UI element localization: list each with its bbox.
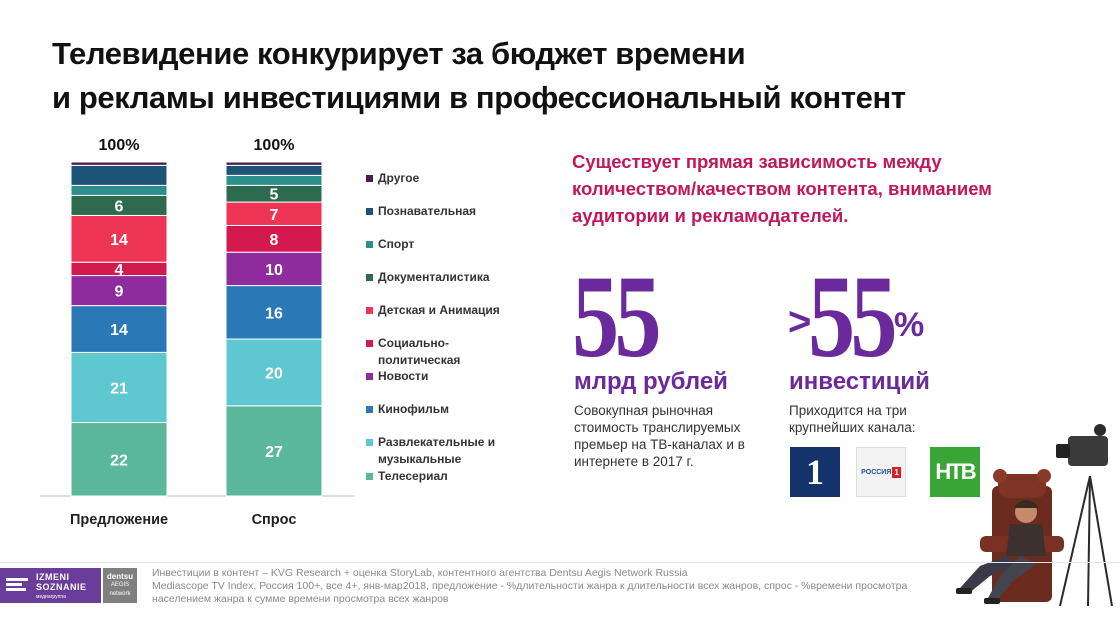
legend-label: Кинофильм [378, 402, 450, 416]
izmeni-soznanie-logo: IZMENI SOZNANIE медиагруппа [0, 568, 101, 603]
legend-label: Другое [378, 171, 420, 185]
legend-item: Спорт [366, 236, 546, 253]
bar-segment [225, 174, 323, 186]
legend-swatch [366, 307, 373, 314]
footnote-line-1: Инвестиции в контент – KVG Research + оц… [152, 567, 688, 579]
bar-value-label: 14 [110, 232, 128, 249]
bar-value-label: 10 [265, 262, 283, 279]
page-title: Телевидение конкурирует за бюджет времен… [52, 32, 1012, 120]
legend-item: Телесериал [366, 468, 546, 485]
category-label: Предложение [70, 512, 168, 528]
legend-label: Детская и Анимация [378, 303, 500, 317]
stat2-number: 55 [808, 251, 898, 382]
footnote-line-2: Mediascope TV Index, Россия 100+, все 4+… [152, 580, 908, 605]
channel-one-logo: 1 [790, 447, 840, 497]
bar-segment [70, 351, 168, 424]
bar-value-label: 14 [110, 322, 128, 339]
legend-item: Другое [366, 170, 546, 187]
legend-swatch [366, 175, 373, 182]
dentsu-line-1: dentsu [106, 572, 134, 581]
bar-segment [70, 214, 168, 263]
channel-one-glyph: 1 [806, 452, 824, 492]
legend-label: Развлекательные и музыкальные [378, 435, 496, 466]
bar-segment [225, 338, 323, 407]
legend-swatch [366, 274, 373, 281]
bar-segment [225, 285, 323, 340]
dentsu-aegis-logo: dentsu AEGIS network [103, 568, 137, 603]
legend-swatch [366, 241, 373, 248]
legend-item: Познавательная [366, 203, 546, 220]
category-label: Спрос [252, 512, 297, 528]
seated-man-with-camera-illustration [956, 424, 1113, 606]
legend-label: Новости [378, 369, 429, 383]
bar-total-label: 100% [254, 137, 295, 154]
legend-item: Новости [366, 368, 546, 385]
bar-segment [70, 161, 168, 166]
bar-segment [225, 405, 323, 497]
stat1-description: Совокупная рыночная стоимость транслируе… [574, 403, 745, 469]
stat1-number: 55 [572, 251, 662, 382]
claim-text: Существует прямая зависимость между коли… [572, 151, 992, 226]
legend-swatch [366, 406, 373, 413]
legend-item: Детская и Анимация [366, 302, 546, 319]
footer-divider [0, 562, 1120, 563]
bar-segment [225, 164, 323, 176]
bar-value-label: 5 [270, 187, 279, 204]
legend-label: Телесериал [378, 469, 448, 483]
bar-value-label: 20 [265, 365, 283, 382]
legend-item: Социально- политическая [366, 335, 546, 369]
source-footnote: Инвестиции в контент – KVG Research + оц… [152, 567, 912, 606]
legend-label: Документалистика [378, 270, 490, 284]
bar-segment [225, 251, 323, 287]
bar-value-label: 8 [270, 232, 279, 249]
bar-segment [70, 184, 168, 196]
izmeni-line-2: SOZNANIE [36, 582, 87, 592]
bar-total-label: 100% [99, 137, 140, 154]
bar-value-label: 22 [110, 452, 128, 469]
bar-value-label: 9 [115, 284, 124, 301]
russia-1-logo: РОССИЯ 1 [856, 447, 906, 497]
legend-swatch [366, 473, 373, 480]
ntv-text: НТВ [935, 459, 976, 484]
stat2-label: инвестиций [789, 368, 930, 395]
legend-item: Кинофильм [366, 401, 546, 418]
bar-segment [225, 224, 323, 253]
legend-swatch [366, 439, 373, 446]
bar-segment [70, 422, 168, 497]
izmeni-sub: медиагруппа [36, 594, 66, 600]
legend-swatch [366, 373, 373, 380]
dentsu-line-2: AEGIS [110, 582, 130, 588]
page-title-line-1: Телевидение конкурирует за бюджет времен… [52, 36, 746, 71]
bar-segment [70, 164, 168, 186]
ntv-logo: НТВ [930, 447, 980, 497]
dentsu-line-3: network [109, 591, 131, 597]
stacked-bar-chart: 22 21 14 9 4 14 6 100% Предложение 27 20 16 10 8 7 5 100… [40, 137, 354, 528]
legend-label: Спорт [378, 237, 415, 251]
bar-value-label: 7 [270, 207, 279, 224]
stat2-description: Приходится на три крупнейших канала: [789, 403, 916, 435]
stat2-prefix: > [788, 300, 812, 344]
stat2-suffix: % [894, 306, 925, 344]
bar-value-label: 21 [110, 380, 128, 397]
legend-swatch [366, 208, 373, 215]
russia-1-text: РОССИЯ [861, 468, 892, 476]
bar-value-label: 4 [115, 262, 124, 279]
legend-swatch [366, 340, 373, 347]
legend-item: Развлекательные и музыкальные [366, 434, 546, 468]
stat1-label: млрд рублей [574, 368, 728, 395]
legend-label: Познавательная [378, 204, 477, 218]
page-title-line-2: и рекламы инвестициями в профессиональны… [52, 80, 906, 115]
izmeni-soznanie-mark-icon [6, 578, 28, 592]
bar-segment [225, 161, 323, 166]
bar-value-label: 6 [115, 198, 124, 215]
legend-label: Социально- политическая [378, 336, 461, 367]
legend-item: Документалистика [366, 269, 546, 286]
russia-1-number: 1 [892, 466, 901, 478]
bar-value-label: 16 [265, 305, 283, 322]
izmeni-line-1: IZMENI [36, 572, 70, 582]
bar-value-label: 27 [265, 444, 283, 461]
